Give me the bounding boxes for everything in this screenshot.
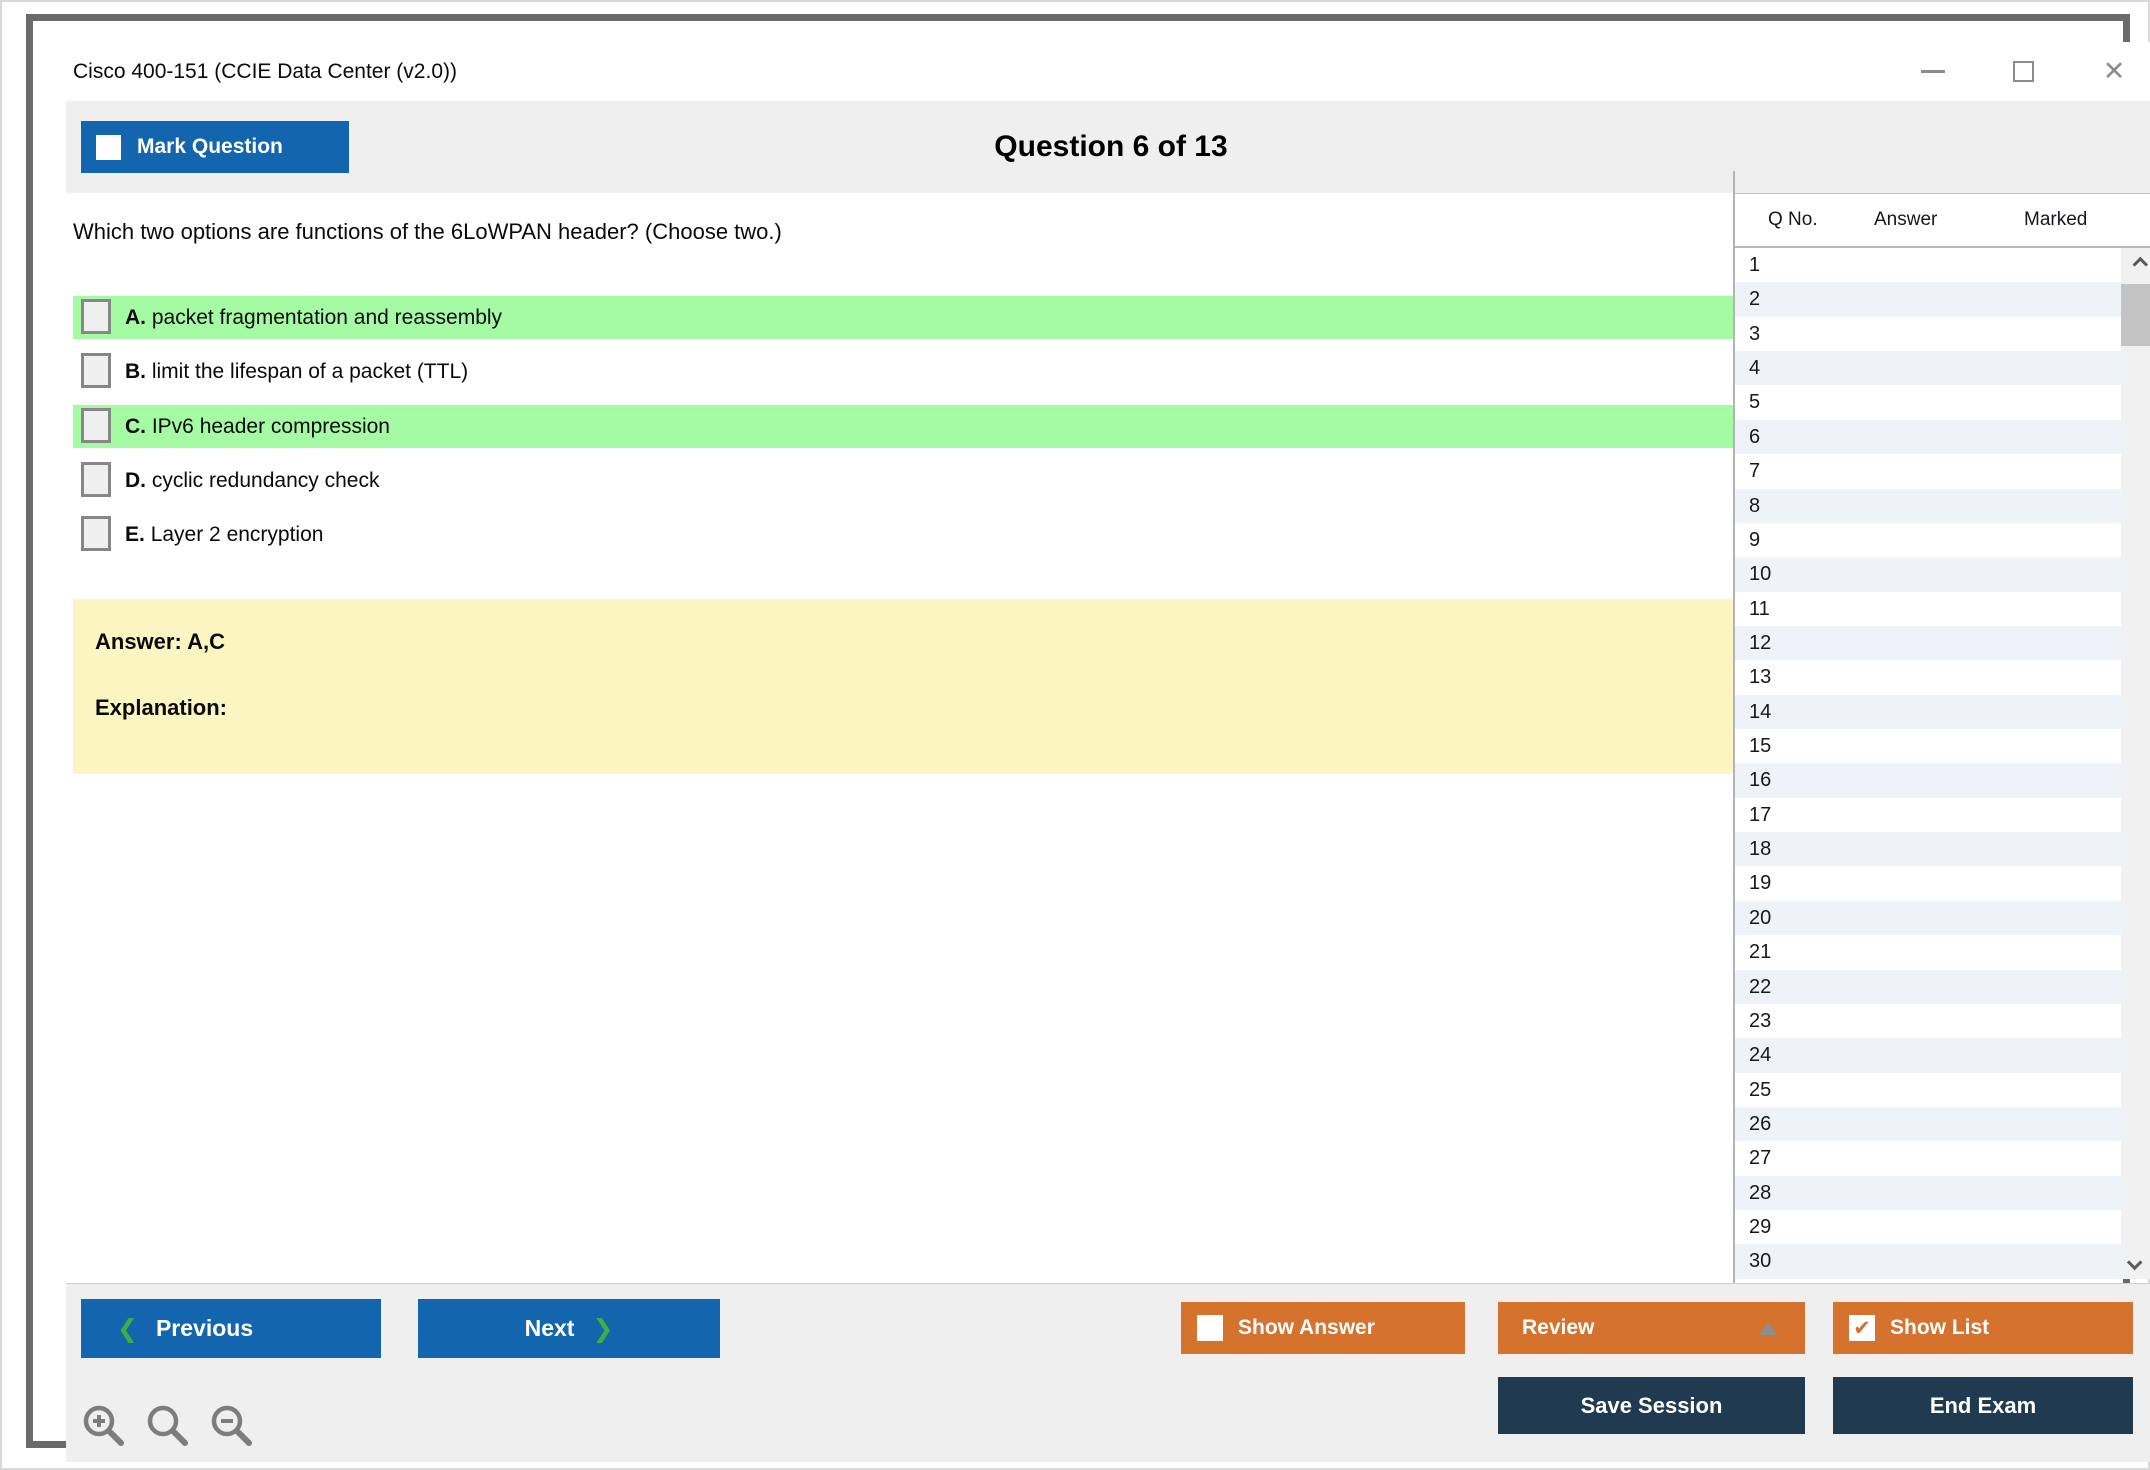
question-list-row-11[interactable]: 11 xyxy=(1749,597,1770,620)
mark-question-label: Mark Question xyxy=(137,135,283,158)
option-b[interactable]: B. limit the lifespan of a packet (TTL) xyxy=(73,350,1734,394)
triangle-up-icon xyxy=(1759,1322,1777,1335)
question-list-row-9[interactable]: 9 xyxy=(1749,528,1761,551)
question-list-header: Q No. Answer Marked xyxy=(1735,193,2150,248)
question-list-row-7[interactable]: 7 xyxy=(1749,460,1761,483)
option-checkbox[interactable] xyxy=(81,353,111,389)
question-list-row-14[interactable]: 14 xyxy=(1735,694,2121,730)
mark-question-button[interactable]: Mark Question xyxy=(81,121,349,173)
question-counter: Question 6 of 13 xyxy=(994,130,1228,163)
maximize-icon xyxy=(2012,61,2034,82)
question-list-row-1[interactable]: 1 xyxy=(1749,254,1761,276)
zoom-in-icon[interactable] xyxy=(80,1402,128,1450)
question-list: 1 2 3 4 5 6 7 8 9 10 11 12 13 14 15 16 17 18 19 20 21 22 23 24 2… xyxy=(1735,248,2121,1279)
chevron-down-icon xyxy=(2126,1254,2143,1271)
show-list-button[interactable]: ✔ Show List xyxy=(1833,1302,2133,1354)
question-list-row-24[interactable]: 24 xyxy=(1735,1038,2121,1073)
bottom-toolbar: ❮ Previous Next ❯ Show Answer Review ✔ S… xyxy=(66,1283,2150,1462)
explanation-label: Explanation: xyxy=(95,695,228,720)
title-bar: Cisco 400-151 (CCIE Data Center (v2.0)) … xyxy=(66,42,2150,101)
option-label: B. limit the lifespan of a packet (TTL) xyxy=(125,360,469,384)
question-list-row-17[interactable]: 17 xyxy=(1749,803,1772,826)
show-answer-label: Show Answer xyxy=(1238,1316,1375,1339)
question-list-row-26[interactable]: 26 xyxy=(1735,1106,2121,1142)
show-list-checkbox[interactable]: ✔ xyxy=(1849,1315,1875,1341)
chevron-left-icon: ❮ xyxy=(117,1314,138,1343)
option-label: D. cyclic redundancy check xyxy=(125,468,380,492)
question-list-row-29[interactable]: 29 xyxy=(1749,1216,1772,1239)
column-marked: Marked xyxy=(2024,209,2088,230)
option-checkbox[interactable] xyxy=(81,461,111,497)
question-list-row-27[interactable]: 27 xyxy=(1749,1147,1772,1170)
option-checkbox[interactable] xyxy=(81,299,111,334)
answer-box: Answer: A,C Explanation: xyxy=(73,599,1734,774)
question-list-row-18[interactable]: 18 xyxy=(1735,832,2121,867)
sidebar-divider xyxy=(1733,171,1735,1283)
review-label: Review xyxy=(1522,1316,1595,1339)
previous-label: Previous xyxy=(155,1315,254,1341)
question-list-row-2[interactable]: 2 xyxy=(1735,282,2121,317)
end-exam-label: End Exam xyxy=(1929,1392,2037,1418)
question-list-row-15[interactable]: 15 xyxy=(1749,735,1772,758)
maximize-button[interactable] xyxy=(2001,42,2045,101)
option-d[interactable]: D. cyclic redundancy check xyxy=(73,458,1734,502)
scrollbar-thumb[interactable] xyxy=(2121,284,2150,346)
window-title: Cisco 400-151 (CCIE Data Center (v2.0)) xyxy=(73,60,457,83)
answer-label: Answer: A,C xyxy=(95,629,225,654)
review-button[interactable]: Review xyxy=(1498,1302,1805,1354)
question-list-row-13[interactable]: 13 xyxy=(1749,666,1772,689)
question-list-row-16[interactable]: 16 xyxy=(1735,763,2121,798)
question-list-row-10[interactable]: 10 xyxy=(1735,557,2121,592)
question-list-row-5[interactable]: 5 xyxy=(1749,391,1761,414)
show-answer-button[interactable]: Show Answer xyxy=(1181,1302,1465,1354)
chevron-right-icon: ❯ xyxy=(592,1314,614,1343)
show-list-label: Show List xyxy=(1890,1316,1990,1339)
magnifier-icon[interactable] xyxy=(144,1402,192,1450)
column-qno: Q No. xyxy=(1768,209,1818,230)
question-list-row-4[interactable]: 4 xyxy=(1735,351,2121,386)
option-label: C. IPv6 header compression xyxy=(125,414,390,438)
question-list-row-20[interactable]: 20 xyxy=(1735,900,2121,936)
option-c[interactable]: C. IPv6 header compression xyxy=(73,404,1734,448)
chevron-up-icon xyxy=(2132,256,2149,273)
question-list-row-23[interactable]: 23 xyxy=(1749,1009,1772,1032)
question-list-row-28[interactable]: 28 xyxy=(1735,1175,2121,1211)
question-list-row-22[interactable]: 22 xyxy=(1735,969,2121,1004)
question-list-row-21[interactable]: 21 xyxy=(1749,941,1772,964)
save-session-button[interactable]: Save Session xyxy=(1498,1377,1805,1434)
scroll-up-button[interactable] xyxy=(2121,248,2150,281)
save-session-label: Save Session xyxy=(1580,1392,1723,1418)
column-answer: Answer xyxy=(1874,209,1938,230)
zoom-out-icon[interactable] xyxy=(208,1402,256,1450)
option-label: E. Layer 2 encryption xyxy=(125,523,324,546)
question-list-row-3[interactable]: 3 xyxy=(1749,322,1761,345)
minimize-icon xyxy=(1921,70,1945,73)
question-list-row-12[interactable]: 12 xyxy=(1735,625,2121,661)
next-button[interactable]: Next ❯ xyxy=(418,1299,720,1358)
header-band: Question 6 of 13 Mark Question xyxy=(66,101,2150,193)
option-a[interactable]: A. packet fragmentation and reassembly xyxy=(73,296,1734,339)
question-list-scrollbar[interactable] xyxy=(2121,248,2150,1279)
option-checkbox[interactable] xyxy=(81,407,111,443)
question-text: Which two options are functions of the 6… xyxy=(73,219,782,244)
option-checkbox[interactable] xyxy=(81,516,111,551)
question-list-row-6[interactable]: 6 xyxy=(1735,419,2121,455)
minimize-button[interactable] xyxy=(1911,42,1955,101)
previous-button[interactable]: ❮ Previous xyxy=(81,1299,381,1358)
exam-player-window: Cisco 400-151 (CCIE Data Center (v2.0)) … xyxy=(26,14,2150,1462)
question-list-row-25[interactable]: 25 xyxy=(1749,1078,1772,1101)
question-list-row-30[interactable]: 30 xyxy=(1735,1244,2121,1279)
option-label: A. packet fragmentation and reassembly xyxy=(125,306,503,329)
show-answer-checkbox[interactable] xyxy=(1197,1315,1223,1341)
question-list-row-19[interactable]: 19 xyxy=(1749,872,1772,895)
close-button[interactable]: ✕ xyxy=(2102,56,2126,86)
question-list-row-8[interactable]: 8 xyxy=(1735,488,2121,523)
end-exam-button[interactable]: End Exam xyxy=(1833,1377,2133,1434)
option-e[interactable]: E. Layer 2 encryption xyxy=(73,513,1734,556)
scroll-down-button[interactable] xyxy=(2121,1246,2150,1279)
mark-question-checkbox[interactable] xyxy=(96,134,121,160)
next-label: Next xyxy=(524,1315,575,1341)
zoom-controls xyxy=(80,1402,256,1450)
